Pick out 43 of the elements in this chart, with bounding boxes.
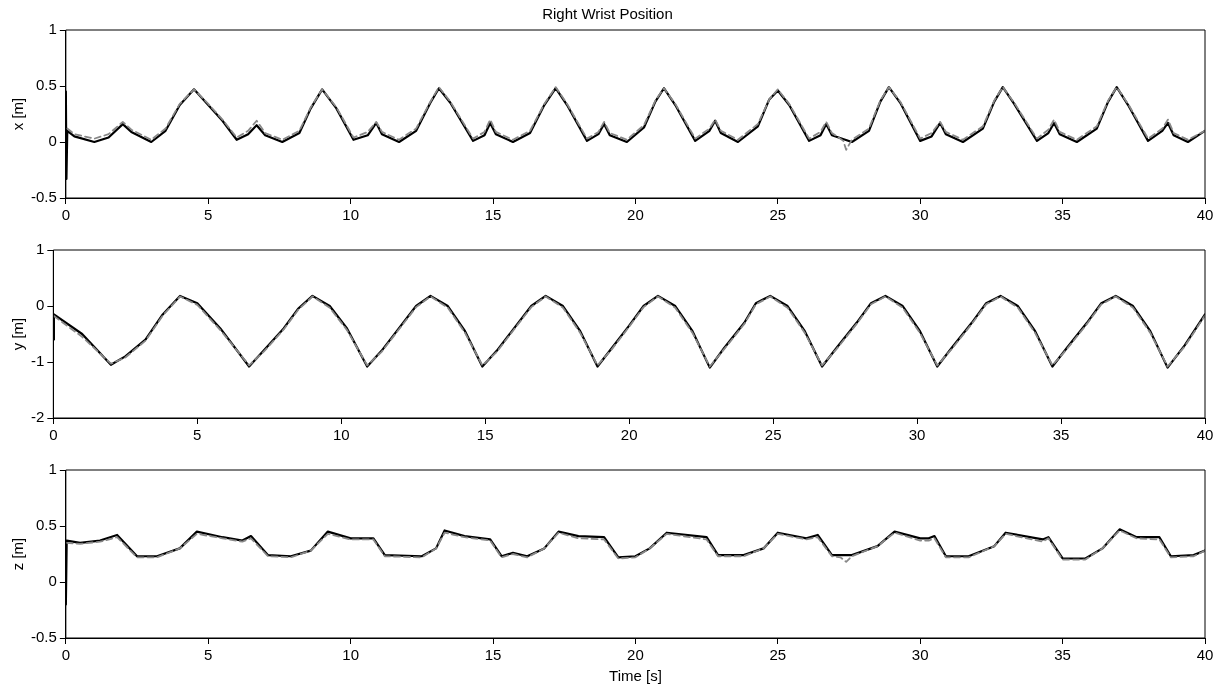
y-axis-title: z [m] bbox=[9, 537, 27, 571]
y-tick-label: -0.5 bbox=[30, 628, 57, 646]
x-axis-title: Time [s] bbox=[609, 667, 662, 685]
y-tick-label: 0.5 bbox=[35, 516, 57, 534]
x-tick-label: 30 bbox=[911, 206, 929, 224]
x-tick-label: 15 bbox=[484, 646, 502, 664]
y-tick-label: 0 bbox=[35, 296, 45, 314]
x-tick-label: 15 bbox=[484, 206, 502, 224]
x-tick-label: 20 bbox=[620, 426, 638, 444]
y-tick-label: 1 bbox=[48, 460, 57, 478]
y-axis-title: x [m] bbox=[9, 97, 27, 131]
y-tick-label: -1 bbox=[30, 352, 45, 370]
chart-title: Right Wrist Position bbox=[542, 5, 673, 23]
x-tick-label: 0 bbox=[61, 646, 71, 664]
y-tick-label: 0 bbox=[48, 572, 57, 590]
y-tick-label: 0.5 bbox=[35, 76, 57, 94]
x-tick-label: 30 bbox=[908, 426, 926, 444]
x-tick-label: 10 bbox=[342, 646, 359, 664]
x-tick-label: 35 bbox=[1054, 646, 1071, 664]
x-tick-label: 10 bbox=[332, 426, 350, 444]
x-tick-label: 30 bbox=[911, 646, 929, 664]
x-tick-label: 20 bbox=[627, 646, 644, 664]
y-tick-label: 1 bbox=[35, 240, 45, 258]
x-tick-label: 5 bbox=[204, 206, 213, 224]
x-tick-label: 0 bbox=[61, 206, 71, 224]
x-tick-label: 20 bbox=[627, 206, 644, 224]
x-tick-label: 40 bbox=[1196, 426, 1214, 444]
x-tick-label: 25 bbox=[764, 426, 782, 444]
y-tick-label: -2 bbox=[30, 408, 45, 426]
x-tick-label: 40 bbox=[1196, 206, 1214, 224]
x-tick-label: 40 bbox=[1196, 646, 1214, 664]
x-tick-label: 25 bbox=[769, 646, 787, 664]
x-tick-label: 5 bbox=[193, 426, 202, 444]
y-tick-label: 1 bbox=[48, 20, 57, 38]
x-tick-label: 15 bbox=[476, 426, 494, 444]
x-tick-label: 35 bbox=[1052, 426, 1070, 444]
x-tick-label: 35 bbox=[1054, 206, 1071, 224]
x-tick-label: 25 bbox=[769, 206, 787, 224]
x-tick-label: 10 bbox=[342, 206, 359, 224]
y-axis-title: y [m] bbox=[9, 317, 27, 351]
x-tick-label: 5 bbox=[204, 646, 213, 664]
y-tick-label: 0 bbox=[48, 132, 57, 150]
y-tick-label: -0.5 bbox=[30, 188, 57, 206]
